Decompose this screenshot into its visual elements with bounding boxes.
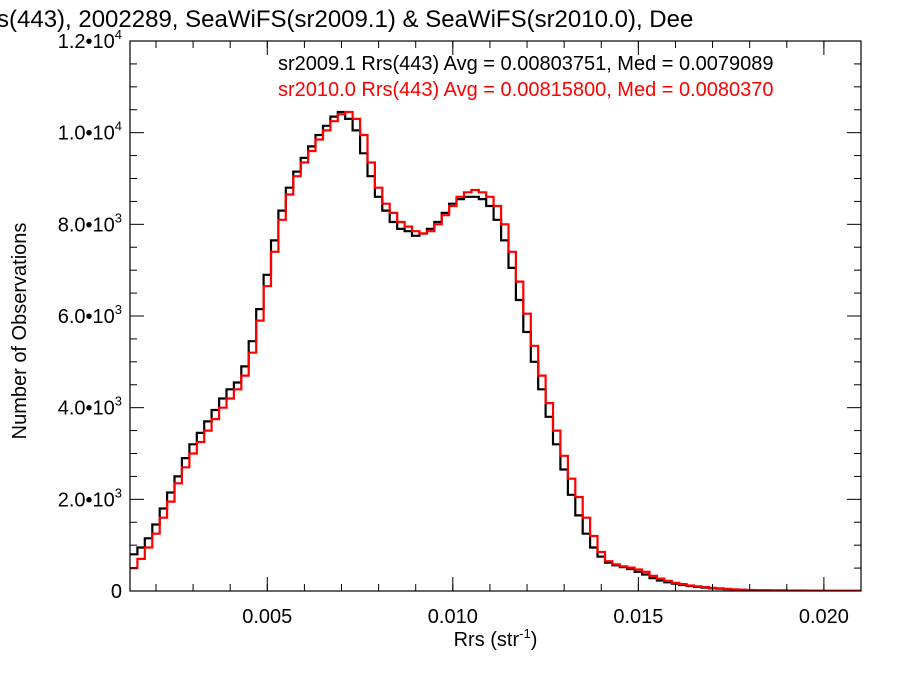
legend-entry-2: sr2010.0 Rrs(443) Avg = 0.00815800, Med … — [278, 79, 774, 101]
series-line-1 — [130, 110, 861, 591]
y-tick-label-2: 4.0•103 — [58, 394, 122, 420]
y-tick-label-1: 2.0•103 — [58, 485, 122, 511]
x-axis-label-suffix: ) — [531, 629, 538, 651]
y-tick-label-3: 6.0•103 — [58, 302, 122, 328]
x-tick-label-3: 0.020 — [799, 606, 849, 628]
y-tick-exponent-4: 3 — [115, 210, 122, 225]
y-axis-label: Number of Observations — [9, 223, 31, 440]
y-tick-label-0: 0 — [111, 581, 122, 603]
legend-entry-1: sr2009.1 Rrs(443) Avg = 0.00803751, Med … — [278, 53, 774, 75]
y-tick-label-4: 8.0•103 — [58, 210, 122, 236]
y-tick-exponent-1: 3 — [115, 485, 122, 500]
y-tick-label-6: 1.2•104 — [58, 27, 122, 53]
plot-frame — [129, 40, 862, 592]
x-axis-label: Rrs (str-1) — [454, 626, 538, 651]
chart-marks — [130, 110, 861, 591]
y-tick-exponent-6: 4 — [115, 27, 122, 42]
chart-title-text: s(443), 2002289, SeaWiFS(sr2009.1) & Sea… — [0, 6, 694, 33]
chart-title: s(443), 2002289, SeaWiFS(sr2009.1) & Sea… — [0, 6, 900, 42]
y-tick-label-5: 1.0•104 — [58, 119, 122, 145]
x-tick-label-0: 0.005 — [242, 606, 292, 628]
x-tick-label-1: 0.010 — [428, 606, 478, 628]
x-axis-label-superscript: -1 — [519, 626, 531, 641]
series-line-2 — [130, 110, 861, 591]
y-tick-exponent-5: 4 — [115, 119, 122, 134]
chart-legend: sr2009.1 Rrs(443) Avg = 0.00803751, Med … — [278, 53, 774, 101]
x-tick-label-2: 0.015 — [613, 606, 663, 628]
y-tick-exponent-2: 3 — [115, 394, 122, 409]
chart-axes: 0.005 0.010 0.015 0.020 0 2.0•103 4.0•103 6.0•1… — [9, 27, 862, 651]
y-tick-exponent-3: 3 — [115, 302, 122, 317]
